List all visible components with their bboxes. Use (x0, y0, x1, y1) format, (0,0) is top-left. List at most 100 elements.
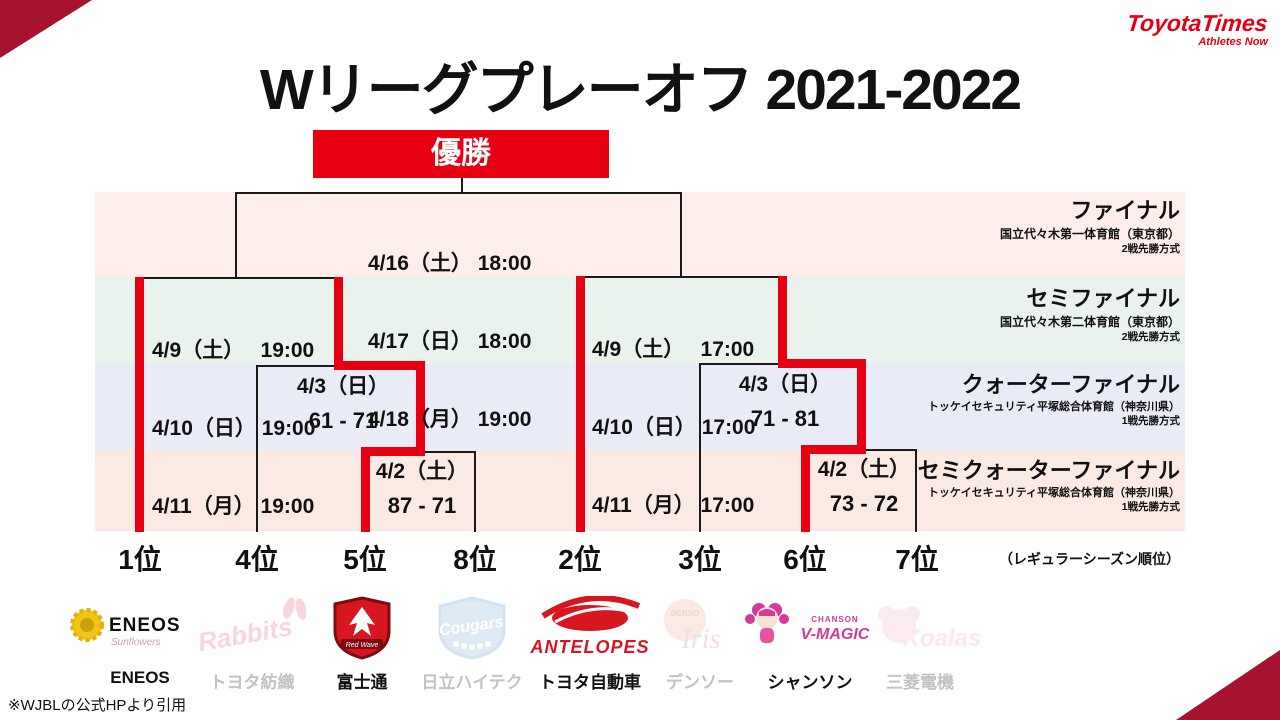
quarterfinal-left-date: 4/3（日） (296, 375, 390, 398)
blue-shield-icon: Cougars (438, 596, 506, 660)
bracket-line-final-top (235, 192, 682, 194)
team-logo-eneos: ENEOS Sunflowers (65, 594, 215, 662)
team-name-toyota-boshoku: トヨタ紡織 (209, 673, 295, 692)
round-format-final: 2戦先勝方式 (1121, 242, 1180, 255)
team-name-eneos: ENEOS (110, 668, 170, 687)
band-semifinal (95, 277, 1185, 364)
round-name-final: ファイナル (1070, 198, 1180, 223)
semiquarterfinal-left-date: 4/2（土） (375, 460, 469, 483)
seed-label-8: 8位 (453, 544, 497, 575)
semifinal-right-schedule-line: 4/10（日） 17:00 (592, 416, 756, 439)
koalas-logo-text: Koalas (903, 625, 982, 652)
final-schedule: 4/16（土） 18:00 4/17（日） 18:00 4/18（月） 19:0… (368, 199, 531, 459)
semiquarterfinal-right-date: 4/2（土） (817, 458, 911, 481)
quarterfinal-right-date: 4/3（日） (738, 373, 832, 396)
koalas-icon: Koalas (878, 606, 982, 652)
corner-ribbon-bottom-right (1176, 650, 1280, 720)
semifinal-right-schedule: 4/9（土） 17:00 4/10（日） 17:00 4/11（月） 17:00 (592, 285, 755, 545)
team-name-hitachi-hightech: 日立ハイテク (421, 673, 523, 692)
source-note: ※WJBLの公式HPより引用 (8, 697, 187, 714)
seed-label-5: 5位 (343, 544, 387, 575)
round-info-quarterfinal: クォーターファイナル トッケイセキュリティ平塚総合体育館（神奈川県） 1戦先勝方… (928, 371, 1180, 428)
round-format-semiquarterfinal: 1戦先勝方式 (1121, 501, 1180, 514)
round-name-quarterfinal: クォーターファイナル (961, 372, 1180, 397)
quarterfinal-right-result: 4/3（日） 71 - 81 (710, 372, 860, 432)
toyota-times-logo: ToyotaTimes Athletes Now (1126, 10, 1269, 48)
red-path-seed2 (576, 276, 585, 532)
semifinal-right-schedule-line: 4/9（土） 17:00 (592, 338, 755, 361)
quarterfinal-right-score: 71 - 81 (750, 406, 820, 431)
bracket-line-qf-right-top (700, 363, 785, 365)
round-info-semiquarterfinal: セミクォーターファイナル トッケイセキュリティ平塚総合体育館（神奈川県） 1戦先… (918, 457, 1180, 514)
red-path-qf-left-riser (334, 277, 343, 370)
seed-label-6: 6位 (783, 544, 827, 575)
semiquarterfinal-right-result: 4/2（土） 73 - 72 (812, 457, 916, 517)
seed-label-3: 3位 (678, 544, 722, 575)
bracket-line-seed8 (474, 451, 476, 532)
band-semiquarterfinal (95, 450, 1185, 531)
team-name-toyota-jidosha: トヨタ自動車 (539, 673, 641, 692)
red-path-seed5 (361, 451, 370, 532)
eneos-logo-subtext: Sunflowers (111, 637, 160, 648)
team-name-fujitsu: 富士通 (336, 673, 388, 692)
team-name-denso: デンソー (666, 673, 734, 692)
bracket-line-sf-right-top (581, 276, 787, 278)
rabbits-logo-text: Rabbits (196, 611, 295, 657)
final-schedule-line: 4/16（土） 18:00 (368, 252, 532, 275)
team-name-chanson: シャンソン (767, 673, 853, 692)
seed-label-1: 1位 (118, 544, 162, 575)
bracket-line-final-left-drop (235, 192, 237, 278)
red-path-sqf-left-horizontal (361, 447, 425, 456)
bracket-line-seed4 (256, 365, 258, 532)
team-logo-toyota-jidosha: ANTELOPES (515, 594, 665, 662)
bracket-line-seed7 (915, 449, 917, 532)
team-logo-fujitsu: Red Wave (287, 594, 437, 662)
seed-label-4: 4位 (235, 544, 279, 575)
red-path-sqf-right-riser (857, 363, 866, 454)
sunflower-icon: ENEOS Sunflowers (70, 608, 180, 648)
semifinal-left-schedule-line: 4/11（月） 19:00 (152, 495, 315, 518)
semiquarterfinal-left-score: 87 - 71 (387, 493, 457, 518)
round-name-semiquarterfinal: セミクォーターファイナル (917, 458, 1180, 483)
quarterfinal-left-result: 4/3（日） 61 - 71 (268, 374, 418, 434)
red-path-sqf-right-horizontal (801, 445, 866, 454)
red-path-qf-left-horizontal (334, 361, 425, 370)
round-venue-semiquarterfinal: トッケイセキュリティ平塚総合体育館（神奈川県） (927, 486, 1180, 499)
team-logo-chanson: CHANSON V-MAGIC (735, 594, 885, 662)
semifinal-left-schedule-line: 4/9（土） 19:00 (152, 339, 315, 362)
final-schedule-line: 4/17（日） 18:00 (368, 330, 532, 353)
fujitsu-logo-text: Red Wave (346, 642, 379, 649)
chanson-logo-subtext: CHANSON (811, 615, 858, 624)
final-schedule-line: 4/18（月） 19:00 (368, 408, 532, 431)
bracket-line-champion-stem (461, 178, 463, 193)
bracket-line-sqf-left-top (420, 451, 476, 453)
iris-logo-text: Iris (681, 624, 721, 655)
red-path-seed1 (135, 277, 144, 532)
seed-label-2: 2位 (558, 544, 602, 575)
semifinal-left-schedule: 4/9（土） 19:00 4/10（日） 19:00 4/11（月） 19:00 (152, 286, 315, 546)
bracket-line-sf-left-top (140, 277, 343, 279)
red-path-seed6 (801, 449, 810, 532)
round-venue-final: 国立代々木第一体育館（東京都） (999, 226, 1180, 241)
antelopes-swoosh-icon: ANTELOPES (529, 596, 649, 657)
chanson-logo-text: V-MAGIC (801, 626, 870, 643)
round-format-quarterfinal: 1戦先勝方式 (1121, 415, 1180, 428)
page-title: Wリーグプレーオフ 2021-2022 (259, 58, 1022, 122)
bracket-line-final-right-drop (680, 192, 682, 278)
band-final (95, 192, 1185, 277)
semifinal-right-schedule-line: 4/11（月） 17:00 (592, 494, 755, 517)
champion-banner: 優勝 (313, 130, 609, 178)
band-quarterfinal (95, 364, 1185, 450)
antelopes-logo-text: ANTELOPES (529, 637, 649, 657)
red-shield-eagle-icon: Red Wave (333, 596, 391, 660)
iris-logo-subtext: DENSO (671, 609, 699, 618)
team-logo-toyota-boshoku: Rabbits (177, 594, 327, 662)
quarterfinal-left-score: 61 - 71 (308, 408, 378, 433)
semiquarterfinal-left-result: 4/2（土） 87 - 71 (370, 459, 474, 519)
toyota-times-tagline: Athletes Now (1198, 36, 1268, 48)
round-format-semifinal: 2戦先勝方式 (1121, 330, 1180, 343)
team-logo-denso: DENSO Iris (625, 594, 775, 662)
round-info-final: ファイナル 国立代々木第一体育館（東京都） 2戦先勝方式 (1000, 197, 1180, 256)
red-path-qf-right-riser (778, 276, 787, 368)
vmagic-doll-icon: CHANSON V-MAGIC (745, 603, 870, 643)
